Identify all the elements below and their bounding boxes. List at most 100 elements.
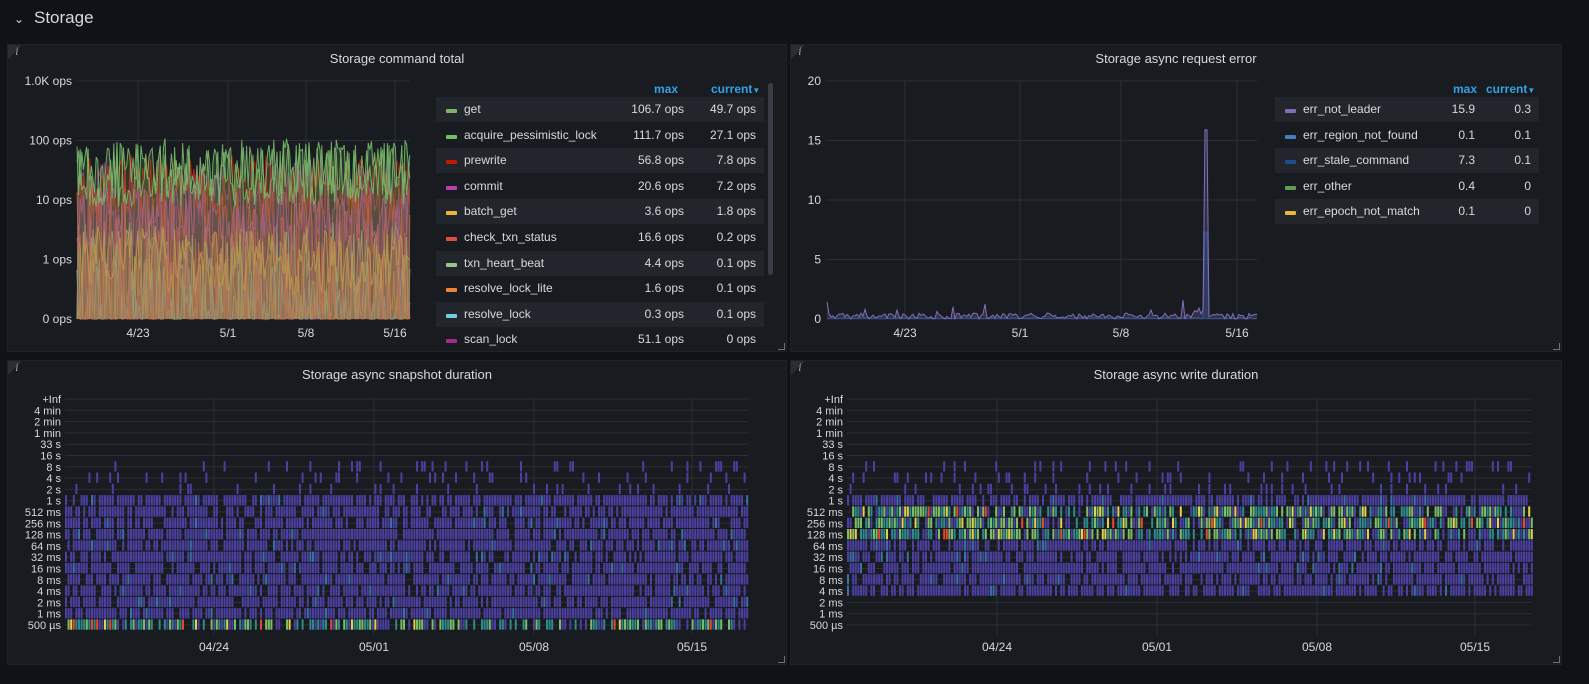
legend-max-header[interactable]: max	[654, 82, 679, 96]
chevron-down-icon[interactable]: ⌄	[14, 12, 25, 26]
series-color-swatch[interactable]	[446, 262, 457, 267]
legend-item[interactable]: err_other 0.4 0	[1275, 174, 1539, 199]
heatmap-cell	[1354, 585, 1356, 596]
heatmap-cell	[1273, 506, 1276, 517]
legend-item-label[interactable]: scan_lock	[464, 332, 518, 347]
legend-item-label[interactable]: commit	[464, 178, 503, 193]
series-color-swatch[interactable]	[446, 160, 457, 165]
legend-item[interactable]: resolve_lock_lite 1.6 ops 0.1 ops	[436, 276, 764, 301]
series-color-swatch[interactable]	[446, 237, 457, 241]
series-color-swatch[interactable]	[446, 211, 457, 216]
series-color-swatch[interactable]	[1285, 109, 1296, 113]
legend-item-label[interactable]: batch_get	[464, 204, 517, 219]
series-color-swatch[interactable]	[446, 109, 457, 113]
legend-max-header[interactable]: max	[1453, 82, 1478, 96]
heatmap-cell	[236, 529, 239, 540]
heatmap-cell	[707, 529, 710, 540]
legend-item-label[interactable]: err_epoch_not_match	[1303, 204, 1420, 219]
heatmap-cell	[345, 574, 348, 585]
legend-item[interactable]: acquire_pessimistic_lock 111.7 ops 27.1 op…	[436, 123, 764, 148]
legend-current-header[interactable]: current▼	[1486, 82, 1536, 96]
heatmap-cell	[1278, 517, 1281, 528]
heatmap-cell	[1151, 562, 1154, 574]
info-icon[interactable]: i	[15, 47, 19, 58]
legend-item-label[interactable]: txn_heart_beat	[464, 255, 545, 270]
legend-item[interactable]: scan_lock 51.1 ops 0 ops	[436, 327, 764, 347]
y-tick-label: 8 ms	[819, 575, 843, 587]
legend-item-label[interactable]: prewrite	[464, 153, 507, 168]
legend-current-header[interactable]: current▼	[711, 82, 761, 96]
series-color-swatch[interactable]	[1285, 134, 1296, 139]
info-icon[interactable]: i	[15, 363, 19, 374]
legend-item-label[interactable]: err_region_not_found	[1303, 127, 1418, 142]
series-color-swatch[interactable]	[446, 134, 457, 139]
legend-item-label[interactable]: resolve_lock_lite	[464, 281, 553, 296]
heatmap-cell	[262, 551, 265, 562]
heatmap-cell	[668, 596, 671, 608]
resize-handle-icon[interactable]	[778, 343, 785, 350]
heatmap-cell	[639, 506, 642, 517]
info-icon[interactable]: i	[798, 363, 802, 374]
heatmap-cell	[104, 619, 106, 630]
heatmap-cell	[150, 562, 153, 574]
heatmap-cell	[85, 551, 88, 562]
legend-item-label[interactable]: check_txn_status	[464, 230, 557, 244]
series-color-swatch[interactable]	[446, 313, 457, 318]
legend-item[interactable]: err_region_not_found 0.1 0.1	[1275, 123, 1539, 148]
legend-item[interactable]: err_epoch_not_match 0.1 0	[1275, 199, 1539, 225]
legend-scrollbar[interactable]	[768, 83, 773, 343]
resize-handle-icon[interactable]	[1553, 656, 1560, 663]
row-title[interactable]: Storage	[34, 8, 94, 27]
legend-item-label[interactable]: err_not_leader	[1303, 102, 1382, 116]
legend-item-label[interactable]: resolve_lock	[464, 306, 531, 321]
heatmap-cell	[1460, 585, 1463, 596]
legend-item[interactable]: resolve_lock 0.3 ops 0.1 ops	[436, 301, 764, 327]
heatmap-cell	[1018, 574, 1021, 585]
series-color-swatch[interactable]	[446, 185, 457, 190]
heatmap-cell	[1008, 551, 1011, 562]
panel-title[interactable]: Storage async request error	[1095, 51, 1257, 66]
series-color-swatch[interactable]	[446, 288, 457, 293]
series-color-swatch[interactable]	[1285, 211, 1296, 216]
legend-item-label[interactable]: acquire_pessimistic_lock	[464, 127, 597, 142]
legend-item[interactable]: err_not_leader 15.9 0.3	[1275, 97, 1539, 122]
row-header[interactable]: ⌄ Storage	[0, 0, 1589, 38]
heatmap-cell	[1510, 551, 1512, 562]
resize-handle-icon[interactable]	[778, 656, 785, 663]
heatmap-cell	[639, 574, 642, 585]
panel-title[interactable]: Storage async snapshot duration	[301, 367, 493, 382]
heatmap-cell	[473, 540, 476, 551]
legend-item[interactable]: batch_get 3.6 ops 1.8 ops	[436, 199, 764, 225]
heatmap-cell	[1413, 472, 1416, 483]
legend-item-label[interactable]: get	[464, 102, 481, 116]
heatmap-cell	[904, 540, 907, 551]
heatmap-cell	[569, 517, 572, 528]
legend-item[interactable]: prewrite 56.8 ops 7.8 ops	[436, 148, 764, 174]
info-icon[interactable]: i	[798, 47, 802, 58]
legend-item[interactable]: txn_heart_beat 4.4 ops 0.1 ops	[436, 250, 764, 276]
heatmap-cell	[200, 506, 203, 517]
heatmap-cell	[1273, 562, 1276, 574]
scrollbar-thumb[interactable]	[768, 83, 773, 275]
panel-title[interactable]: Storage async write duration	[1093, 367, 1259, 382]
legend-item-label[interactable]: err_other	[1303, 178, 1352, 193]
series-color-swatch[interactable]	[446, 339, 457, 344]
heatmap-cell	[278, 517, 281, 528]
heatmap-cell	[491, 529, 494, 540]
series-color-swatch[interactable]	[1285, 160, 1296, 165]
legend-item[interactable]: get 106.7 ops 49.7 ops	[436, 97, 764, 122]
heatmap-cell	[1367, 495, 1369, 506]
legend-item[interactable]: commit 20.6 ops 7.2 ops	[436, 174, 764, 199]
resize-handle-icon[interactable]	[1553, 343, 1560, 350]
heatmap-cell	[1042, 540, 1044, 551]
legend-item-label[interactable]: err_stale_command	[1303, 153, 1410, 168]
series-color-swatch[interactable]	[1285, 185, 1296, 190]
panel-title[interactable]: Storage command total	[329, 51, 465, 66]
legend-item[interactable]: err_stale_command 7.3 0.1	[1275, 148, 1539, 174]
heatmap-cell	[660, 506, 663, 517]
legend-item[interactable]: check_txn_status 16.6 ops 0.2 ops	[436, 225, 764, 250]
